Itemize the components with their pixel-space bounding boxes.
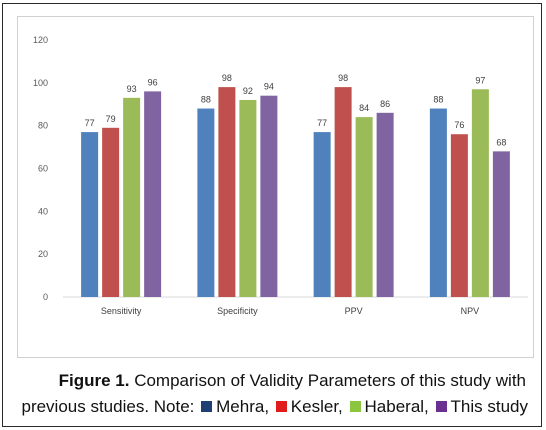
legend-label-mehra: Mehra, — [216, 397, 270, 416]
figure-caption: Figure 1. Comparison of Validity Paramet… — [0, 368, 546, 420]
y-tick-label: 120 — [33, 35, 48, 45]
data-label: 77 — [85, 118, 95, 128]
figure-label: Figure 1. — [58, 371, 130, 390]
bar — [218, 87, 236, 297]
legend-swatch-kesler — [275, 401, 287, 412]
x-category-label: NPV — [461, 306, 480, 316]
bar — [144, 91, 162, 298]
data-label: 68 — [496, 137, 506, 147]
data-label: 88 — [201, 95, 211, 105]
bar — [123, 97, 141, 297]
bar — [334, 87, 352, 297]
data-label: 79 — [106, 114, 116, 124]
bar — [313, 132, 331, 297]
bar — [492, 151, 510, 297]
bar — [376, 112, 394, 297]
data-label: 77 — [317, 118, 327, 128]
bar — [471, 89, 489, 297]
figure-frame: 0 20 40 60 80 100 120 77 79 93 96 Sensitivity 88 98 92… — [2, 3, 542, 427]
data-label: 88 — [433, 95, 443, 105]
caption-line-1: Figure 1. Comparison of Validity Paramet… — [0, 368, 546, 394]
data-label: 98 — [338, 73, 348, 83]
bar-chart: 0 20 40 60 80 100 120 77 79 93 96 Sensitivity 88 98 92… — [33, 35, 528, 316]
y-tick-label: 0 — [43, 292, 48, 302]
data-label: 94 — [264, 82, 274, 92]
bar — [102, 127, 120, 297]
caption-line-2: previous studies. Note: Mehra, Kesler, H… — [0, 394, 546, 420]
caption-note-prefix: previous studies. Note: — [21, 397, 195, 416]
legend-swatch-this-study — [435, 401, 447, 412]
legend-label-kesler: Kesler, — [290, 397, 343, 416]
legend-label-haberal: Haberal, — [364, 397, 429, 416]
chart-area: 0 20 40 60 80 100 120 77 79 93 96 Sensitivity 88 98 92… — [17, 16, 534, 358]
y-tick-label: 40 — [38, 206, 48, 216]
x-category-label: Sensitivity — [101, 306, 142, 316]
y-tick-label: 100 — [33, 78, 48, 88]
x-category-label: PPV — [345, 306, 363, 316]
bar — [239, 99, 257, 297]
data-label: 84 — [359, 103, 369, 113]
data-label: 86 — [380, 99, 390, 109]
data-label: 92 — [243, 86, 253, 96]
legend-label-this-study: This study — [450, 397, 528, 416]
data-label: 93 — [127, 84, 137, 94]
legend-swatch-haberal — [349, 401, 361, 412]
data-label: 96 — [148, 77, 158, 87]
data-label: 97 — [475, 75, 485, 85]
data-label: 98 — [222, 73, 232, 83]
x-category-label: Specificity — [217, 306, 258, 316]
legend-swatch-mehra — [201, 401, 213, 412]
y-tick-label: 80 — [38, 121, 48, 131]
bar — [260, 95, 278, 297]
y-tick-label: 60 — [38, 164, 48, 174]
bar — [81, 132, 99, 297]
bar — [197, 108, 215, 298]
y-tick-label: 20 — [38, 249, 48, 259]
bar — [450, 134, 468, 297]
bar — [429, 108, 447, 298]
bar — [355, 117, 373, 297]
data-label: 76 — [454, 120, 464, 130]
caption-text: Comparison of Validity Parameters of thi… — [134, 371, 526, 390]
